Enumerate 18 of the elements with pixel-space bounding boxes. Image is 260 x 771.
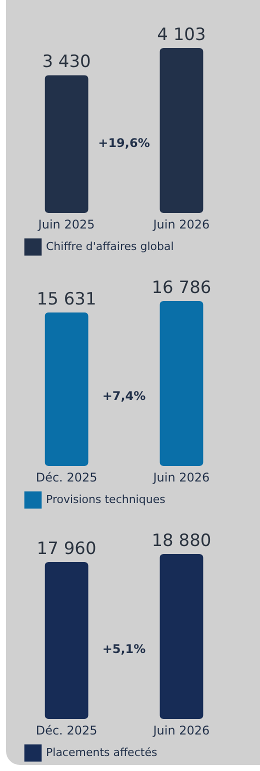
data-label: 3 430 (42, 52, 91, 72)
legend-label: Placements affectés (46, 746, 158, 759)
x-tick-label: Juin 2026 (152, 724, 210, 738)
annotation: +5,1% (102, 642, 146, 656)
x-tick-label: Juin 2026 (152, 470, 210, 484)
annotation: +7,4% (102, 389, 146, 403)
x-tick-label: Juin 2026 (152, 218, 210, 232)
legend-label: Provisions techniques (46, 493, 166, 506)
x-tick-label: Déc. 2025 (36, 724, 98, 738)
data-label: 17 960 (36, 539, 96, 560)
data-label: 15 631 (36, 289, 96, 310)
x-tick-label: Déc. 2025 (36, 470, 98, 484)
data-label: 18 880 (152, 531, 212, 551)
data-label: 16 786 (152, 278, 212, 298)
annotation: +19,6% (98, 136, 150, 150)
legend-label: Chiffre d'affaires global (46, 240, 174, 253)
x-tick-label: Juin 2025 (37, 218, 95, 232)
data-label: 4 103 (157, 25, 206, 45)
